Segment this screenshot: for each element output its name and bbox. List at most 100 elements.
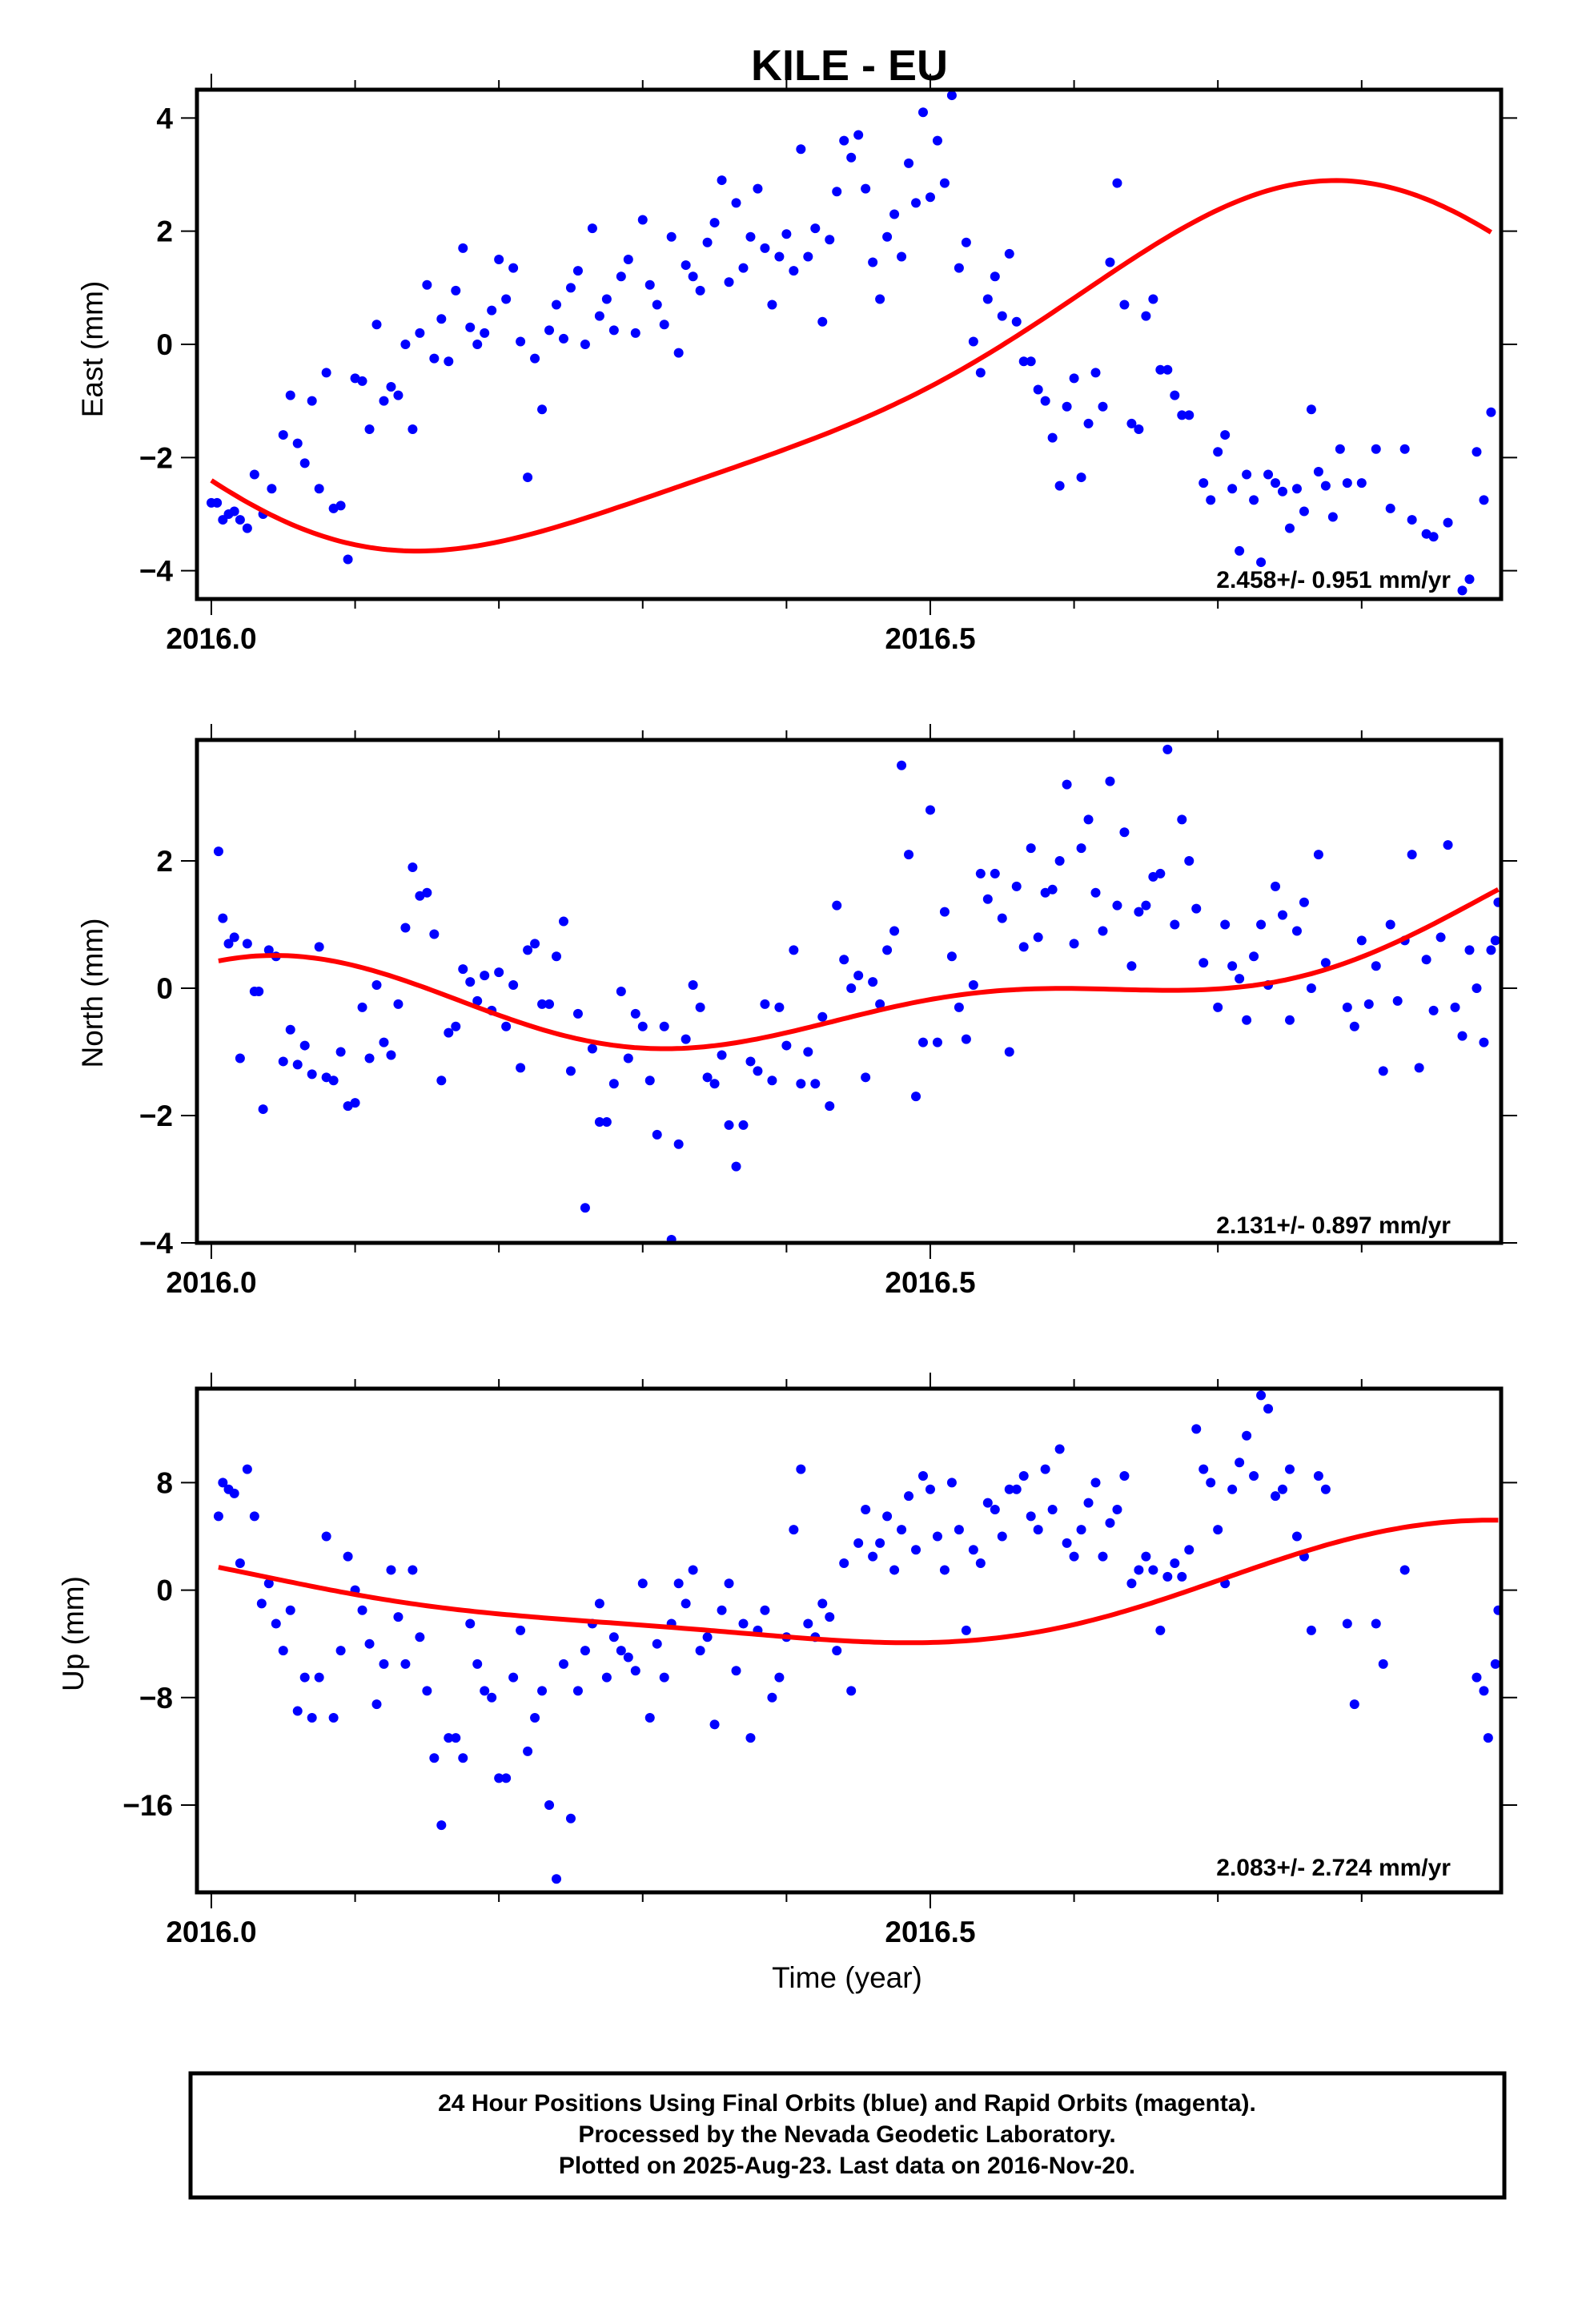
up-data-point bbox=[335, 1646, 346, 1656]
up-data-point bbox=[897, 1525, 907, 1535]
up-data-point bbox=[1134, 1565, 1144, 1575]
north-data-point bbox=[975, 868, 986, 879]
north-data-point bbox=[393, 999, 404, 1009]
north-data-point bbox=[644, 1076, 655, 1086]
up-data-point bbox=[738, 1618, 749, 1629]
up-data-point bbox=[235, 1558, 245, 1569]
east-data-point bbox=[523, 472, 533, 483]
footer-line-2: Processed by the Nevada Geodetic Laborat… bbox=[578, 2121, 1115, 2148]
up-data-point bbox=[516, 1625, 526, 1635]
east-data-point bbox=[738, 263, 749, 273]
east-data-point bbox=[861, 183, 871, 194]
east-data-point bbox=[846, 152, 857, 163]
east-data-point bbox=[695, 285, 705, 296]
up-data-point bbox=[1242, 1430, 1252, 1441]
east-data-point bbox=[868, 257, 878, 267]
up-data-point bbox=[623, 1652, 633, 1663]
up-data-point bbox=[552, 1874, 562, 1884]
north-data-point bbox=[1472, 983, 1482, 994]
east-data-point bbox=[335, 501, 346, 511]
east-data-point bbox=[1112, 178, 1122, 188]
east-data-point bbox=[1371, 444, 1381, 454]
east-data-point bbox=[745, 231, 756, 242]
north-data-point bbox=[789, 945, 799, 955]
up-data-point bbox=[1490, 1659, 1500, 1669]
up-data-point bbox=[868, 1551, 878, 1562]
north-y-tick-label: −4 bbox=[139, 1227, 174, 1260]
north-data-point bbox=[897, 760, 907, 770]
up-data-point bbox=[608, 1632, 619, 1642]
north-data-point bbox=[1098, 926, 1108, 936]
north-data-point bbox=[451, 1021, 461, 1031]
north-data-point bbox=[335, 1047, 346, 1057]
east-data-point bbox=[1399, 444, 1410, 454]
up-data-point bbox=[1126, 1578, 1137, 1589]
east-points bbox=[206, 90, 1496, 596]
north-data-point bbox=[285, 1024, 295, 1035]
north-data-point bbox=[889, 926, 900, 936]
east-data-point bbox=[652, 300, 662, 310]
east-data-point bbox=[1443, 517, 1453, 528]
up-data-point bbox=[393, 1612, 404, 1622]
north-data-point bbox=[846, 983, 857, 994]
up-data-point bbox=[1271, 1491, 1281, 1502]
east-data-point bbox=[982, 294, 993, 304]
north-data-point bbox=[1342, 1002, 1352, 1012]
up-data-point bbox=[408, 1565, 418, 1575]
up-data-point bbox=[1162, 1571, 1173, 1582]
east-data-point bbox=[1083, 418, 1094, 428]
east-data-point bbox=[946, 90, 957, 101]
east-data-point bbox=[975, 368, 986, 378]
up-y-tick-label: −8 bbox=[139, 1682, 173, 1715]
east-data-point bbox=[1148, 294, 1158, 304]
east-data-point bbox=[990, 271, 1000, 282]
north-data-point bbox=[709, 1079, 720, 1089]
north-data-point bbox=[630, 1008, 640, 1019]
up-data-point bbox=[990, 1504, 1000, 1514]
up-data-point bbox=[688, 1565, 698, 1575]
up-data-point bbox=[1479, 1686, 1489, 1696]
east-data-point bbox=[501, 294, 512, 304]
up-data-point bbox=[946, 1478, 957, 1488]
up-data-point bbox=[1213, 1525, 1223, 1535]
north-data-point bbox=[601, 1116, 612, 1127]
north-data-point bbox=[781, 1040, 792, 1051]
east-data-point bbox=[630, 328, 640, 338]
up-data-point bbox=[1320, 1484, 1331, 1494]
north-data-point bbox=[1464, 945, 1475, 955]
up-data-point bbox=[1105, 1518, 1115, 1528]
north-data-point bbox=[1011, 881, 1022, 891]
north-data-point bbox=[494, 967, 504, 978]
up-y-tick-label: 0 bbox=[156, 1574, 173, 1607]
east-data-point bbox=[1313, 467, 1323, 476]
north-data-point bbox=[1320, 958, 1331, 968]
east-data-point bbox=[357, 376, 367, 386]
up-data-point bbox=[1026, 1511, 1036, 1522]
east-data-point bbox=[688, 271, 698, 282]
east-data-point bbox=[1105, 257, 1115, 267]
up-data-point bbox=[218, 1478, 228, 1488]
east-data-point bbox=[1033, 384, 1043, 395]
footer-line-3: Plotted on 2025-Aug-23. Last data on 201… bbox=[559, 2153, 1135, 2179]
east-data-point bbox=[436, 314, 447, 324]
up-data-point bbox=[644, 1712, 655, 1723]
east-data-point bbox=[242, 523, 252, 533]
up-data-point bbox=[436, 1820, 447, 1831]
east-data-point bbox=[415, 328, 425, 338]
east-data-point bbox=[1263, 469, 1274, 480]
up-data-point bbox=[263, 1578, 274, 1589]
east-data-point bbox=[480, 328, 490, 338]
east-data-point bbox=[1327, 512, 1338, 522]
east-y-tick-label: 2 bbox=[156, 215, 173, 248]
north-data-point bbox=[436, 1076, 447, 1086]
east-data-point bbox=[875, 294, 885, 304]
up-data-point bbox=[1278, 1484, 1288, 1494]
up-data-point bbox=[803, 1618, 813, 1629]
east-y-axis-label: East (mm) bbox=[76, 281, 109, 418]
north-data-point bbox=[242, 939, 252, 949]
north-data-point bbox=[1026, 843, 1036, 854]
north-data-point bbox=[1083, 814, 1094, 825]
up-data-point bbox=[1399, 1565, 1410, 1575]
north-y-tick-label: 2 bbox=[156, 845, 173, 878]
up-data-point bbox=[961, 1625, 971, 1635]
